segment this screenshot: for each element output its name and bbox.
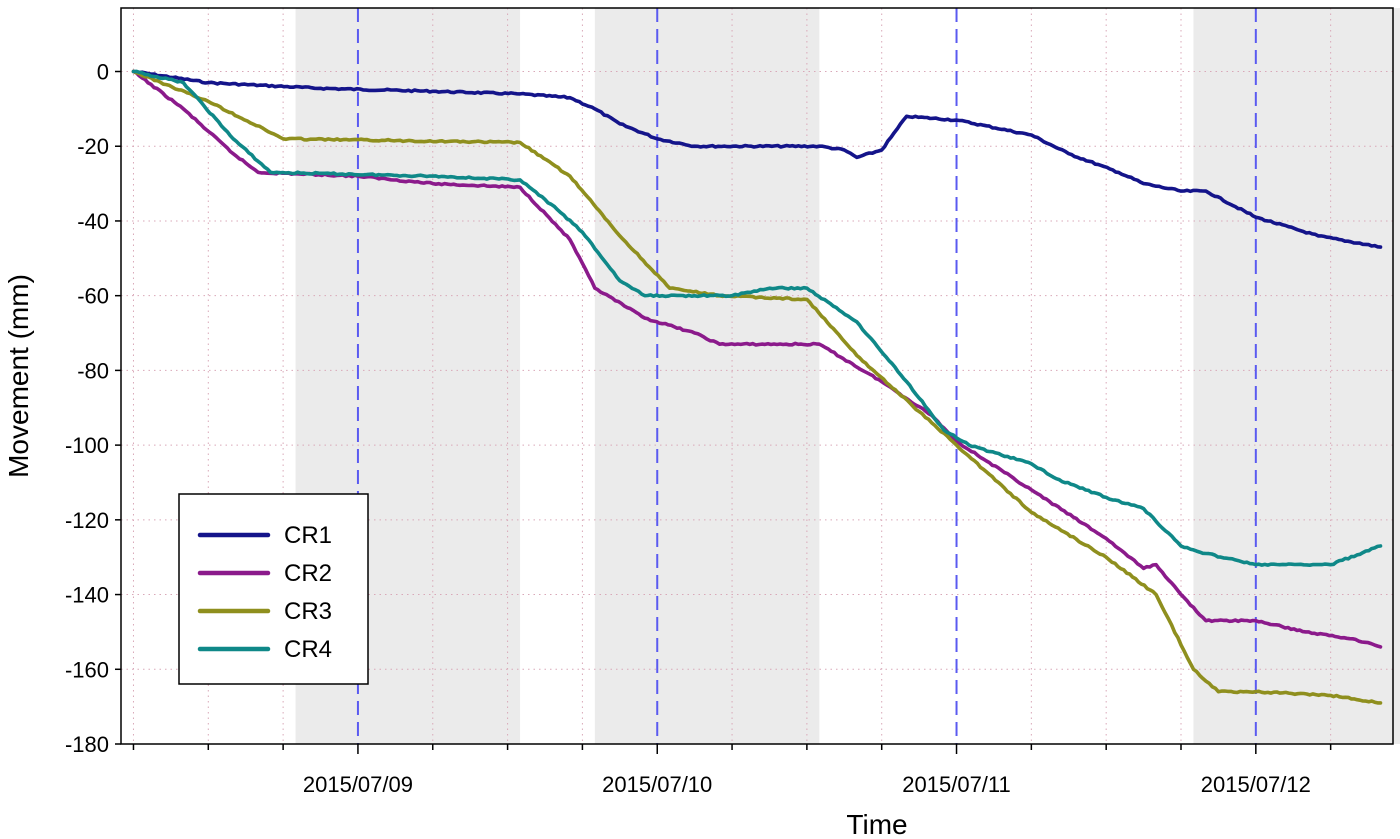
y-tick-label: -180 [65, 732, 109, 757]
data-series [131, 69, 1383, 705]
x-axis-title: Time [846, 809, 907, 839]
x-axis-ticks: 2015/07/09 2015/07/10 2015/07/11 2015/07/12 [132, 744, 1332, 797]
x-tick-label: 2015/07/11 [902, 772, 1010, 797]
y-tick-label: -60 [77, 284, 109, 309]
y-axis-ticks: 0 -20 -40 -60 -80 -100 -120 -140 -160 -180 [65, 60, 121, 757]
legend-label-cr1: CR1 [284, 522, 332, 549]
x-tick-label: 2015/07/12 [1201, 772, 1311, 797]
y-tick-label: -20 [77, 134, 109, 159]
series-line-cr4 [131, 69, 1383, 567]
y-tick-label: -160 [65, 657, 109, 682]
shaded-period [594, 8, 820, 744]
legend-box [178, 493, 369, 685]
y-tick-label: -80 [77, 358, 109, 383]
x-tick-label: 2015/07/09 [303, 772, 413, 797]
legend-label-cr4: CR4 [284, 636, 332, 663]
series-line-cr1 [131, 69, 1383, 249]
y-axis-title: Movement (mm) [3, 274, 34, 478]
legend: CR1 CR2 CR3 CR4 [178, 493, 369, 685]
x-tick-label: 2015/07/10 [602, 772, 712, 797]
legend-label-cr2: CR2 [284, 560, 332, 587]
shaded-periods [295, 8, 1400, 744]
plot-frame [120, 7, 1394, 745]
legend-label-cr3: CR3 [284, 598, 332, 625]
y-tick-label: -120 [65, 508, 109, 533]
y-tick-label: 0 [97, 60, 109, 85]
y-tick-label: -40 [77, 209, 109, 234]
y-tick-label: -100 [65, 433, 109, 458]
shaded-period [1193, 8, 1400, 744]
series-line-cr3 [131, 69, 1383, 705]
y-tick-label: -140 [65, 583, 109, 608]
